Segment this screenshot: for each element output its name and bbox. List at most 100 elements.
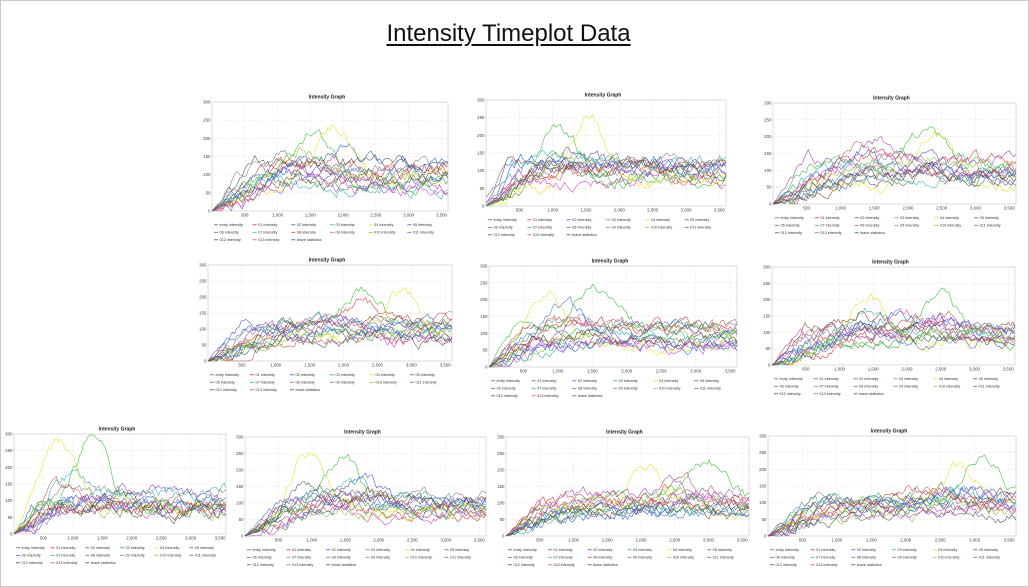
legend-item: 013 intensity xyxy=(258,238,279,242)
chart-panel-2: Intensity Graph 0 50 100 150 200 250 300 500 1,00… xyxy=(476,90,730,250)
y-tick-label: 300 xyxy=(480,264,488,269)
series-line xyxy=(767,491,1017,537)
legend-item: 08 intensity xyxy=(297,231,316,235)
x-tick-label: 1,000 xyxy=(270,363,282,368)
legend-item: 03 intensity xyxy=(899,377,918,381)
series-line xyxy=(244,472,487,537)
y-tick-label: 150 xyxy=(5,482,13,487)
legend-item: 03 intensity xyxy=(336,223,355,227)
legend-item: 010 intensity xyxy=(940,224,961,228)
x-tick-label: 3,000 xyxy=(681,208,693,213)
series-line xyxy=(211,174,449,212)
series-line xyxy=(207,325,453,362)
y-tick-label: 50 xyxy=(483,348,488,353)
series-line xyxy=(485,152,727,207)
legend-item: 012 intensity xyxy=(780,392,801,396)
series-line xyxy=(13,498,227,533)
series-line xyxy=(505,491,750,537)
series-line xyxy=(767,481,1017,537)
y-tick-label: 50 xyxy=(762,517,767,522)
legend-item: 05 intensity xyxy=(416,373,435,377)
y-tick-label: 250 xyxy=(203,118,211,123)
series-line xyxy=(245,497,487,537)
legend-item: 01 intensity xyxy=(820,216,839,220)
legend-item: 05 intensity xyxy=(979,377,998,381)
legend-item: 013 intensity xyxy=(820,231,841,235)
legend-item: 06 intensity xyxy=(780,385,799,389)
legend-item: 04 intensity xyxy=(673,548,692,552)
x-tick-label: 1,500 xyxy=(305,213,317,218)
y-tick-label: 250 xyxy=(480,280,488,285)
legend-item: 08 intensity xyxy=(857,556,876,560)
legend-item: 07 intensity xyxy=(553,556,572,560)
y-tick-label: 50 xyxy=(206,190,211,195)
series-line xyxy=(771,322,1016,366)
legend-item: 05 intensity xyxy=(195,546,214,550)
y-tick-label: 0 xyxy=(10,532,13,537)
x-tick-label: 1,500 xyxy=(587,369,599,374)
series-line xyxy=(771,311,1016,366)
series-line xyxy=(13,483,227,535)
chart-title: Intensity Graph xyxy=(606,430,643,436)
x-tick-label: 500 xyxy=(241,213,249,218)
series-line xyxy=(771,315,1016,366)
page-title: Intensity Timeplot Data xyxy=(386,20,631,47)
y-tick-label: 250 xyxy=(759,450,767,455)
series-line xyxy=(771,329,1016,366)
series-line xyxy=(767,454,1017,537)
chart-panel-1: Intensity Graph 0 50 100 150 200 250 300 500 1,00… xyxy=(202,92,452,255)
x-tick-label: 1,500 xyxy=(602,538,614,543)
chart-panel-3: Intensity Graph 0 50 100 150 200 250 300 500 1,00… xyxy=(763,93,1020,248)
series-line xyxy=(207,310,453,362)
x-tick-label: 3,500 xyxy=(440,363,452,368)
legend-item: 010 intensity xyxy=(938,556,959,560)
y-tick-label: 200 xyxy=(497,468,505,473)
series-line xyxy=(771,308,1016,366)
legend-item: 01 intensity xyxy=(258,223,277,227)
series-line xyxy=(485,168,727,203)
y-tick-label: 100 xyxy=(199,327,207,332)
y-tick-label: 250 xyxy=(763,281,771,286)
chart-title: Intensity Graph xyxy=(344,430,381,436)
legend-item: 03 intensity xyxy=(633,548,652,552)
series-line xyxy=(771,321,1016,366)
legend-item: 03 intensity xyxy=(900,216,919,220)
y-tick-label: 100 xyxy=(763,330,771,335)
legend-item: 011 intensity xyxy=(195,554,216,558)
series-line xyxy=(505,502,750,537)
x-tick-label: 1,500 xyxy=(304,363,316,368)
series-line xyxy=(772,156,1017,205)
y-tick-label: 200 xyxy=(480,297,488,302)
x-tick-label: 500 xyxy=(799,538,807,543)
legend-item: 03 intensity xyxy=(898,548,917,552)
legend-item: 013 intensity xyxy=(553,563,574,567)
series-line xyxy=(244,486,487,537)
y-tick-label: 300 xyxy=(497,435,505,440)
y-tick-label: 50 xyxy=(766,346,771,351)
legend-item: 03 intensity xyxy=(336,373,355,377)
series-line xyxy=(211,165,449,212)
legend-item: 04 intensity xyxy=(411,548,430,552)
legend-item: 013 intensity xyxy=(56,561,77,565)
y-tick-label: 200 xyxy=(763,297,771,302)
series-line xyxy=(488,331,738,368)
x-tick-label: 1,500 xyxy=(340,538,352,543)
series-line xyxy=(244,452,487,537)
legend-item: 06 intensity xyxy=(216,381,235,385)
chart-title: Intensity Graph xyxy=(309,95,346,101)
y-tick-label: 100 xyxy=(497,501,505,506)
legend-item: 08 intensity xyxy=(296,381,315,385)
legend-item: entry intensity xyxy=(220,223,244,227)
y-tick-label: 0 xyxy=(204,359,207,364)
series-line xyxy=(485,114,727,207)
series-line xyxy=(13,475,227,534)
legend-item: 07 intensity xyxy=(819,385,838,389)
y-tick-label: 150 xyxy=(477,151,485,156)
x-tick-label: 500 xyxy=(803,206,811,211)
legend-item: 01 intensity xyxy=(292,548,311,552)
series-line xyxy=(244,481,487,537)
series-line xyxy=(211,166,449,212)
y-tick-label: 200 xyxy=(5,465,13,470)
legend-item: leave statistics xyxy=(859,392,884,396)
series-line xyxy=(771,312,1016,366)
